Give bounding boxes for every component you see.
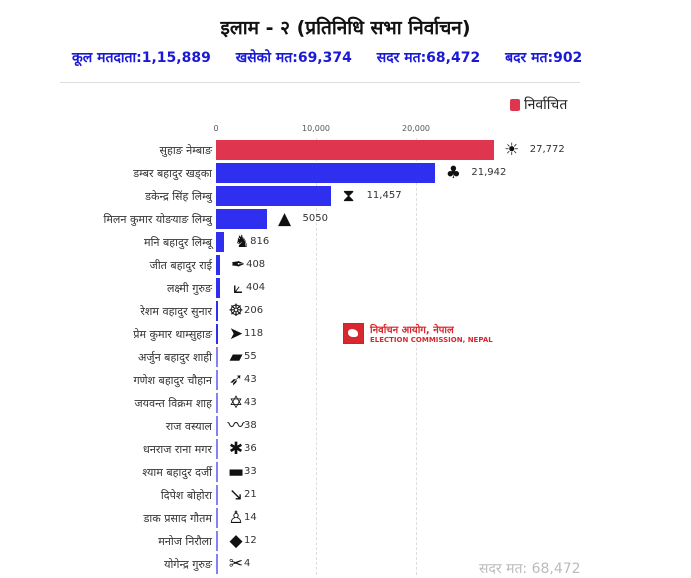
vote-count: 36 [244, 443, 257, 454]
vote-count: 408 [246, 259, 266, 270]
candidate-name: मिलन कुमार योङयाङ लिम्बु [103, 213, 213, 226]
votes-cast: खसेको मत:69,374 [235, 50, 352, 66]
vote-count: 55 [244, 351, 257, 362]
candidate-name: श्याम बहादुर दर्जी [142, 466, 212, 479]
candidate-name: गणेश बहादुर चौहान [133, 374, 212, 387]
vote-count: 43 [244, 397, 257, 408]
syringe-icon: ↘ [228, 485, 244, 505]
x-tick-label: 0 [213, 124, 219, 133]
arrow-icon: ➶ [228, 370, 244, 390]
valid-votes: सदर मत:68,472 [376, 50, 481, 66]
mustache-icon: 〰 [227, 416, 245, 436]
horn-icon: ➤ [228, 324, 244, 344]
candidate-name: सुहाङ नेम्बाङ [159, 144, 212, 157]
vote-count: 33 [244, 466, 257, 477]
x-tick-label: 20,000 [402, 124, 430, 133]
candidate-name: प्रेम कुमार थाम्सुहाङ [133, 328, 212, 341]
vote-count: 21 [244, 489, 257, 500]
candidate-name: अर्जुन बहादुर शाही [138, 351, 212, 364]
election-commission-logo: निर्वाचन आयोग, नेपाल ELECTION COMMISSION… [343, 322, 493, 344]
vote-bar [216, 439, 218, 459]
vote-count: 11,457 [366, 190, 402, 201]
invalid-votes: बदर मत:902 [505, 50, 583, 66]
page-title: इलाम - २ (प्रतिनिधि सभा निर्वाचन) [220, 17, 471, 39]
commission-emblem-icon [343, 322, 364, 344]
candidate-name: मनि बहादुर लिम्बू [144, 236, 212, 249]
vote-count: 12 [244, 535, 257, 546]
wheel-icon: ☸ [228, 301, 244, 321]
pen-icon: ✒ [230, 255, 246, 275]
vote-count: 14 [244, 512, 257, 523]
vote-count: 21,942 [471, 167, 507, 178]
vote-count: 27,772 [529, 144, 565, 155]
candidate-name: डम्बर बहादुर खड्का [133, 167, 212, 180]
vote-bar [216, 186, 331, 206]
candidate-name: योगेन्द्र गुरुङ [164, 558, 212, 571]
total-voters: कूल मतदाता:1,15,889 [72, 50, 211, 66]
bee-icon: ✱ [228, 439, 244, 459]
vote-count: 5050 [302, 213, 328, 224]
vote-stats: कूल मतदाता:1,15,889 खसेको मत:69,374 सदर … [72, 48, 602, 67]
gridline [316, 138, 317, 575]
candidate-name: जीत बहादुर राई [149, 259, 212, 272]
statue-icon: ♙ [228, 508, 244, 528]
star-of-david-icon: ✡ [228, 393, 244, 413]
vote-bar [216, 278, 221, 298]
vote-bar [216, 347, 218, 367]
candidate-name: दिपेश बोहोरा [160, 489, 212, 502]
legend-label: निर्वाचित [524, 97, 568, 113]
candidate-name: धनराज राना मगर [143, 443, 212, 456]
vote-bar [216, 508, 218, 528]
vote-bar [216, 232, 225, 252]
vote-count: 118 [244, 328, 264, 339]
candidate-name: जयवन्त विक्रम शाह [134, 397, 212, 410]
plough-icon: ⟀ [232, 278, 244, 298]
vote-bar [216, 531, 218, 551]
legend-swatch [510, 98, 520, 111]
fish-icon: ◆ [229, 531, 243, 551]
vote-bar [216, 324, 218, 344]
candidate-name: रेशम वहादुर सुनार [140, 305, 212, 318]
valid-votes-footer: सदर मत: 68,472 [479, 561, 581, 577]
vote-bar [216, 393, 218, 413]
vote-bar [216, 255, 221, 275]
vote-bar [216, 554, 218, 574]
candidate-name: मनोज निरौला [158, 535, 212, 548]
vote-count: 404 [246, 282, 266, 293]
candidate-name: डाक प्रसाद गौतम [143, 512, 212, 525]
madal-drum-icon: ⧗ [342, 186, 355, 206]
tree-icon: ♣ [445, 163, 462, 183]
x-tick-label: 10,000 [302, 124, 330, 133]
vote-count: 43 [244, 374, 257, 385]
vote-count: 38 [244, 420, 257, 431]
vote-bar [216, 462, 218, 482]
dhol-drum-icon: ▬ [227, 462, 245, 482]
vote-bar [216, 485, 218, 505]
vote-bar [216, 301, 219, 321]
vote-count: 4 [244, 558, 251, 569]
vote-bar [216, 209, 267, 229]
divider [60, 82, 580, 83]
legend: निर्वाचित [510, 95, 567, 114]
candidate-name: डकेन्द्र सिंह लिम्बु [145, 190, 212, 203]
vote-bar [216, 140, 494, 160]
logo-line-1: निर्वाचन आयोग, नेपाल [370, 325, 454, 336]
rooster-icon: ♞ [234, 232, 250, 252]
vote-count: 206 [244, 305, 264, 316]
vote-bar [216, 163, 436, 183]
vote-bar [216, 370, 218, 390]
bell-icon: ▲ [277, 209, 292, 229]
vote-count: 816 [250, 236, 270, 247]
sun-icon: ☀ [504, 140, 520, 160]
logo-line-2: ELECTION COMMISSION, NEPAL [370, 336, 493, 344]
gridline [416, 138, 417, 575]
candidate-name: राज वस्याल [165, 420, 212, 433]
candidate-name: लक्ष्मी गुरुङ [166, 282, 212, 295]
bulldozer-icon: ▰ [229, 347, 243, 367]
scissors-icon: ✂ [228, 554, 244, 574]
vote-bar [216, 416, 218, 436]
